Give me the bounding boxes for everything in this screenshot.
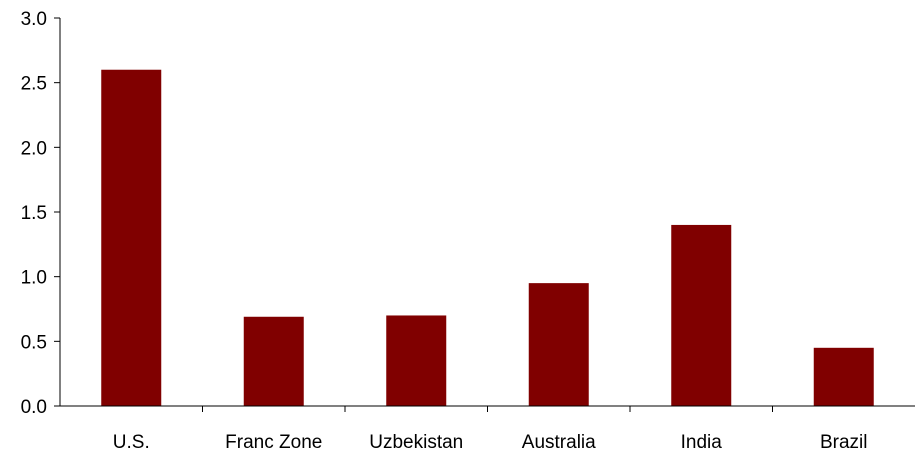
y-axis-ticks — [54, 17, 60, 407]
y-tick-label: 0.5 — [21, 332, 47, 353]
x-axis-tick-labels: U.S. Franc Zone Uzbekistan Australia India Br… — [113, 432, 868, 451]
bar-u-s — [101, 69, 162, 406]
y-tick-label: 2.0 — [21, 138, 47, 159]
y-tick-label: 2.5 — [21, 74, 47, 95]
y-tick-label: 1.0 — [21, 268, 47, 289]
bar-india — [671, 224, 732, 406]
x-tick-label: Franc Zone — [225, 432, 322, 451]
bars — [101, 69, 874, 406]
x-tick-label: Uzbekistan — [369, 432, 463, 451]
x-tick-label: Brazil — [820, 432, 868, 451]
x-tick-label: U.S. — [113, 432, 150, 451]
y-tick-label: 1.5 — [21, 203, 47, 224]
bar-uzbekistan — [386, 315, 447, 406]
bar-brazil — [813, 347, 874, 406]
y-tick-label: 0.0 — [21, 397, 47, 418]
bar-australia — [528, 283, 589, 406]
x-axis-ticks — [202, 406, 773, 412]
bar-franc-zone — [243, 316, 304, 406]
y-tick-label: 3.0 — [21, 9, 47, 30]
y-axis-tick-labels: 0.0 0.5 1.0 1.5 2.0 2.5 3.0 — [21, 9, 47, 418]
x-tick-label: India — [681, 432, 723, 451]
x-tick-label: Australia — [522, 432, 596, 451]
